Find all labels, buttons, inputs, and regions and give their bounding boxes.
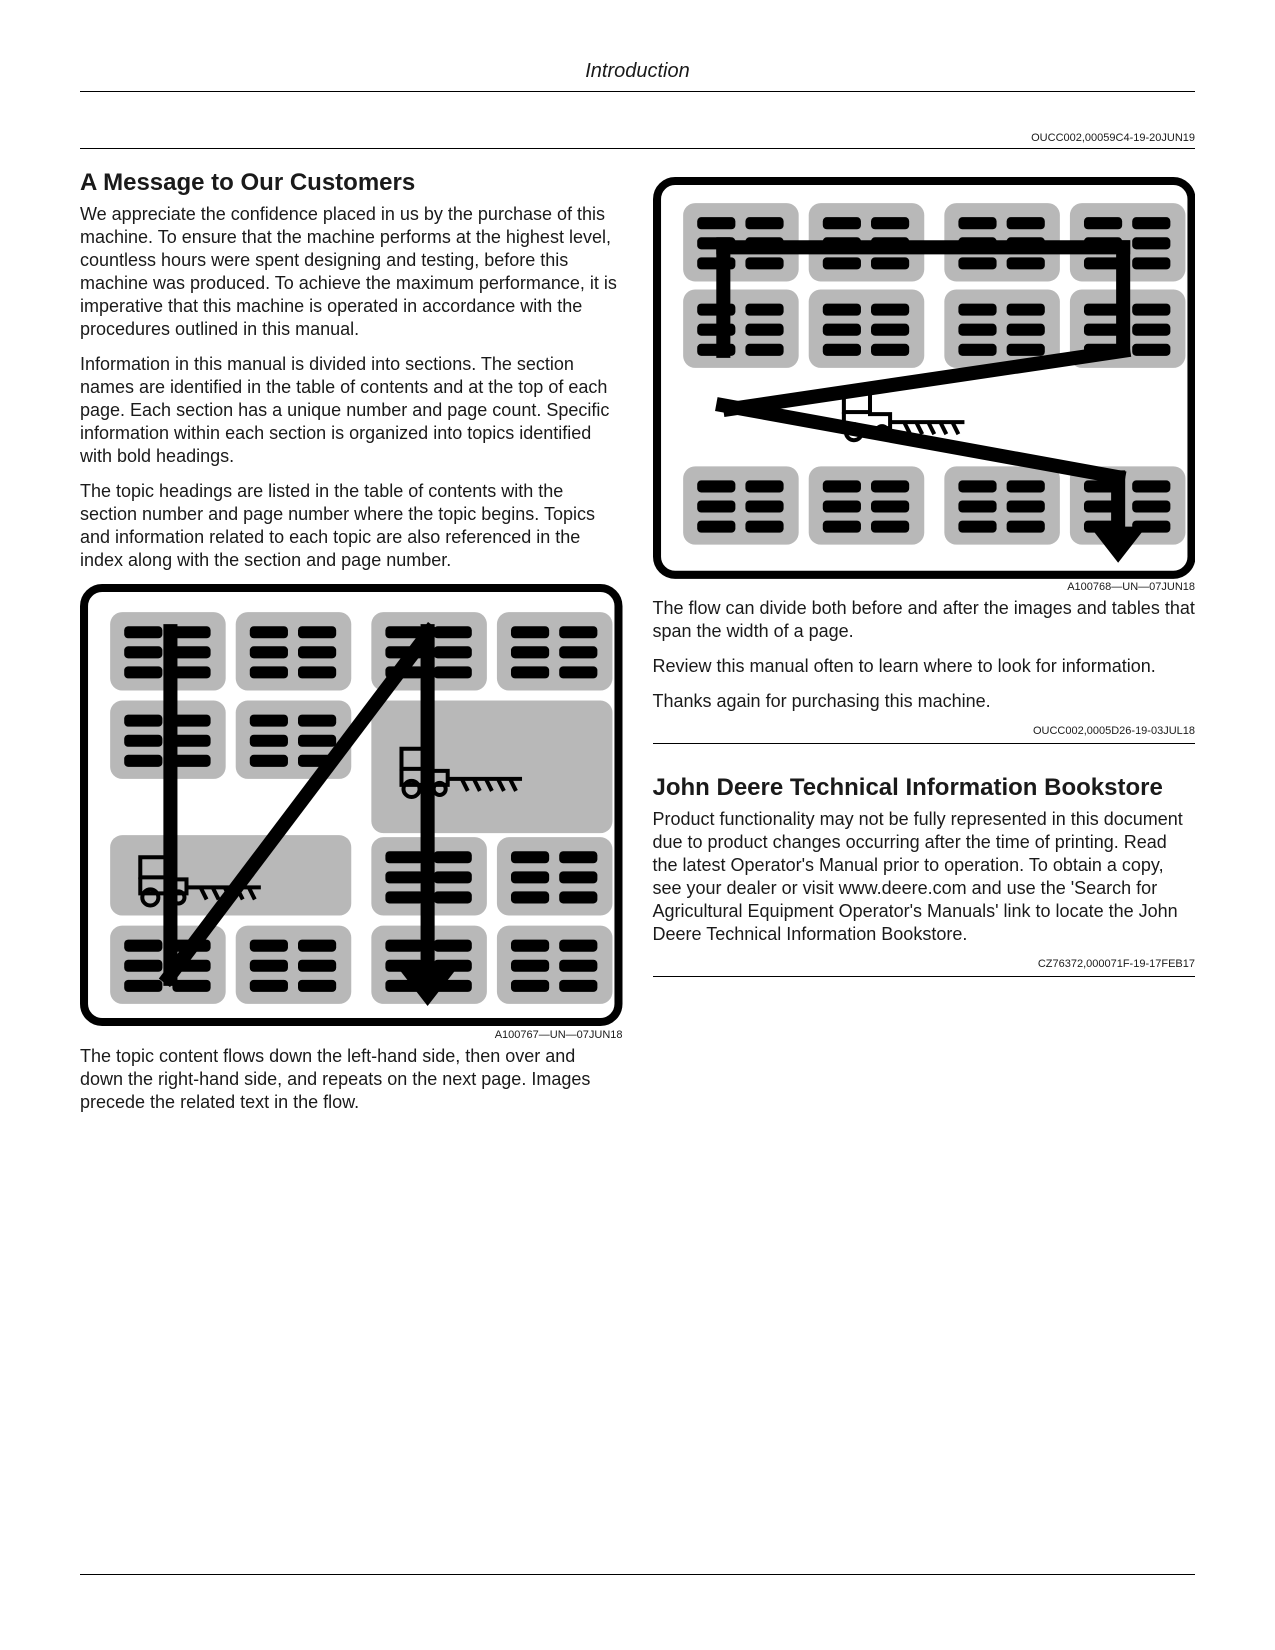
body-paragraph: Thanks again for purchasing this machine…: [653, 690, 1196, 713]
left-column: A Message to Our Customers We appreciate…: [80, 169, 623, 1126]
header-doc-id: OUCC002,00059C4-19-20JUN19: [80, 132, 1195, 149]
two-column-layout: A Message to Our Customers We appreciate…: [80, 169, 1195, 1126]
section-separator: [653, 976, 1196, 977]
flow-diagram-1: [80, 584, 623, 1026]
message-paragraph: Information in this manual is divided in…: [80, 353, 623, 468]
figure-caption: A100767—UN—07JUN18: [80, 1029, 623, 1041]
figure-caption: A100768—UN—07JUN18: [653, 581, 1196, 593]
section-separator: [653, 743, 1196, 744]
message-heading: A Message to Our Customers: [80, 169, 623, 197]
body-paragraph: Review this manual often to learn where …: [653, 655, 1196, 678]
body-paragraph: Product functionality may not be fully r…: [653, 808, 1196, 946]
page-footer-rule: [80, 1574, 1195, 1575]
page-header: Introduction: [80, 60, 1195, 92]
section-doc-id: CZ76372,000071F-19-17FEB17: [653, 958, 1196, 972]
message-paragraph: We appreciate the confidence placed in u…: [80, 203, 623, 341]
right-column: A100768—UN—07JUN18 The flow can divide b…: [653, 169, 1196, 1126]
body-paragraph: The flow can divide both before and afte…: [653, 597, 1196, 643]
message-paragraph: The topic content flows down the left-ha…: [80, 1045, 623, 1114]
bookstore-heading: John Deere Technical Information Booksto…: [653, 774, 1196, 802]
section-doc-id: OUCC002,0005D26-19-03JUL18: [653, 725, 1196, 739]
flow-diagram-2: [653, 177, 1196, 579]
message-paragraph: The topic headings are listed in the tab…: [80, 480, 623, 572]
